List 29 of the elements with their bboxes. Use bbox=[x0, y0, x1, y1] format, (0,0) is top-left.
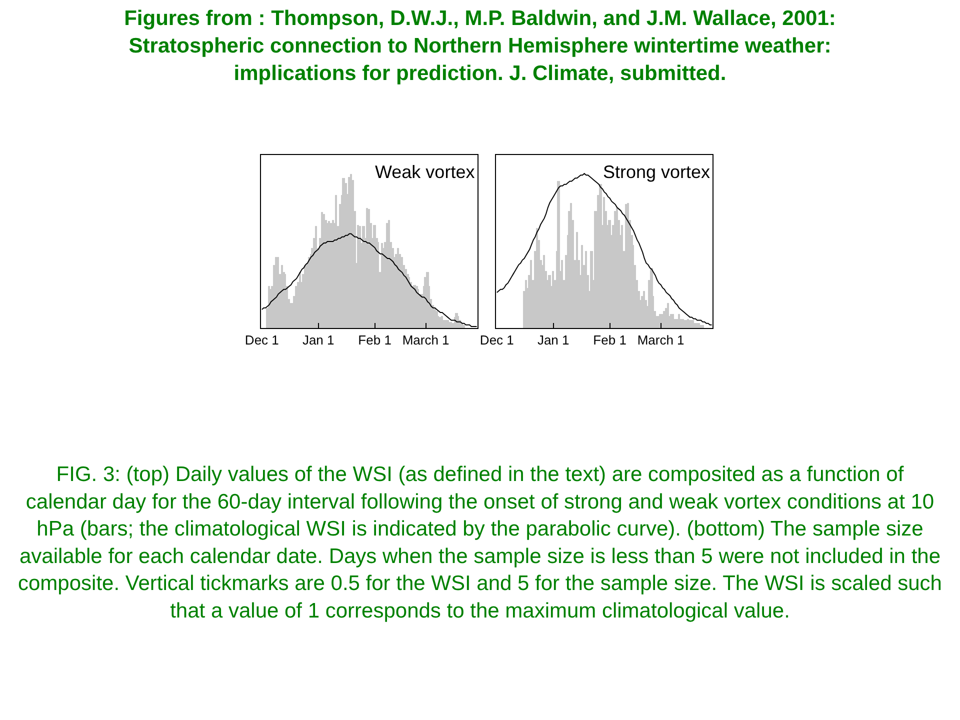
bar bbox=[530, 260, 532, 328]
bar bbox=[381, 243, 383, 328]
bar bbox=[585, 251, 587, 328]
caption: FIG. 3: (top) Daily values of the WSI (as defined in the text) are composited as a function of calendar day for the 60-day interval following the onset of strong and weak vortex conditions at 10 hPa (bars; the climatological WSI is indicated by the parabolic curve). (bottom) The sample size available for each calendar date. Days when the sample size is less than 5 were not included in the composite. Vertical tickmarks are 0.5 for the WSI and 5 for the sample size. The WSI is scaled such that a value of 1 corresponds to the maximum climatological value. bbox=[18, 463, 942, 622]
chart-title: Figures from : Thompson, D.W.J., M.P. Baldwin, and J.M. Wallace, 2001: Stratospheric connection to Northern Hemisphere wintertime weather: implications for prediction. J. Climate, submitted. bbox=[124, 7, 836, 85]
bar bbox=[277, 257, 279, 328]
bar bbox=[441, 316, 443, 328]
x-tick-label: Jan 1 bbox=[302, 332, 334, 348]
bar bbox=[581, 245, 583, 328]
bar bbox=[377, 242, 379, 328]
annotation: Weak vortex bbox=[375, 162, 475, 182]
bar bbox=[457, 316, 459, 328]
bar bbox=[552, 271, 554, 328]
x-tick-label: March 1 bbox=[637, 332, 684, 348]
annotation: Strong vortex bbox=[603, 162, 710, 182]
x-tick-label: Feb 1 bbox=[358, 332, 392, 348]
bar bbox=[450, 322, 452, 328]
bar bbox=[667, 303, 669, 328]
x-tick-label: March 1 bbox=[402, 332, 450, 348]
x-tick-label: Feb 1 bbox=[593, 332, 626, 348]
bar bbox=[315, 226, 317, 328]
bar bbox=[295, 286, 297, 328]
bar bbox=[663, 311, 665, 328]
bar bbox=[268, 286, 270, 328]
bar bbox=[366, 208, 368, 328]
x-tick-label: Dec 1 bbox=[244, 332, 279, 348]
x-tick-label: Dec 1 bbox=[480, 332, 514, 348]
x-tick-label: Jan 1 bbox=[537, 332, 570, 348]
bar bbox=[335, 195, 337, 328]
